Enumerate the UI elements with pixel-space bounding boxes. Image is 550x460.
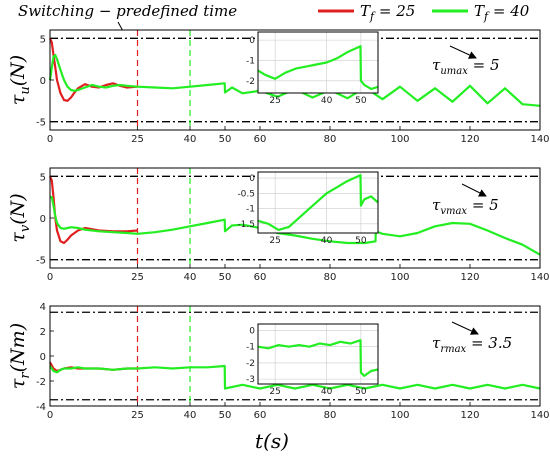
- x-tick-label: 80: [324, 272, 337, 283]
- inset-border: [257, 171, 379, 234]
- y-tick-label: 4: [40, 302, 46, 313]
- x-tick-label: 40: [184, 272, 197, 283]
- y-axis-label: τv(N): [7, 193, 33, 242]
- x-tick-label: 140: [530, 134, 549, 145]
- series-line-tf40: [49, 364, 541, 390]
- inset-x-tick-label: 40: [321, 387, 333, 397]
- y-tick-label: 0: [40, 76, 46, 87]
- limit-annotation: τumax = 5: [432, 56, 500, 77]
- y-axis-label: τr(Nm): [7, 323, 33, 389]
- series-line-tf40: [50, 196, 541, 256]
- inset-border: [257, 31, 379, 94]
- x-tick-label: 100: [390, 410, 409, 421]
- inset-y-tick-label: -1.5: [237, 220, 255, 230]
- x-tick-label: 0: [47, 272, 53, 283]
- x-tick-label: 100: [390, 134, 409, 145]
- inset-plot: 25 40 50 0 -1 -2 -3: [246, 323, 379, 397]
- limit-annotation-arrow: [451, 321, 479, 335]
- x-tick-label: 25: [131, 134, 144, 145]
- series-line-tf25: [48, 37, 138, 102]
- limit-annotation-arrow: [461, 183, 487, 197]
- inset-plot: 25 40 50 0 -1 -2: [246, 31, 379, 106]
- x-tick-label: 40: [184, 134, 197, 145]
- limit-annotation: τvmax = 5: [432, 196, 499, 217]
- x-tick-label: 140: [530, 272, 549, 283]
- x-tick-label: 120: [460, 134, 479, 145]
- y-tick-label: 5: [40, 172, 46, 183]
- x-tick-label: 25: [131, 410, 144, 421]
- top-annotation: Switching − predefined time: [18, 2, 237, 20]
- y-tick-label: 0: [40, 214, 46, 225]
- inset-y-tick-label: -2: [246, 359, 255, 369]
- inset-y-tick-label: -1: [246, 343, 255, 353]
- inset-x-tick-label: 50: [355, 96, 367, 106]
- y-tick-label: -4: [36, 402, 46, 413]
- x-tick-label: 100: [390, 272, 409, 283]
- x-tick-label: 60: [254, 272, 267, 283]
- inset-x-tick-label: 50: [355, 387, 367, 397]
- panel-3: 0 25 40 50 60 80 100 120 140 4 2 0 -2 -4 τr(Nm) τrmax =…: [7, 302, 550, 421]
- x-tick-label: 50: [219, 410, 232, 421]
- limit-annotation: τrmax = 3.5: [432, 334, 512, 355]
- inset-y-tick-label: 0: [249, 36, 255, 46]
- y-tick-label: -2: [36, 377, 46, 388]
- x-tick-label: 0: [47, 134, 53, 145]
- y-tick-label: 0: [40, 352, 46, 363]
- inset-plot: 25 40 50 0 -0.5 -1 -1.5: [237, 171, 379, 246]
- y-tick-label: 2: [40, 327, 46, 338]
- inset-series-line: [257, 339, 379, 377]
- x-tick-label: 60: [254, 410, 267, 421]
- inset-x-tick-label: 50: [355, 236, 367, 246]
- inset-y-tick-label: -3: [246, 375, 255, 385]
- x-tick-label: 50: [219, 272, 232, 283]
- inset-border: [257, 323, 379, 385]
- inset-y-tick-label: 0: [249, 174, 255, 184]
- inset-y-tick-label: 0: [249, 326, 255, 336]
- x-tick-label: 80: [324, 410, 337, 421]
- x-tick-label: 25: [131, 272, 144, 283]
- legend-label-tf25: Tf = 25: [360, 2, 415, 23]
- legend-label-tf40: Tf = 40: [474, 2, 530, 23]
- x-axis-label: t(s): [255, 429, 289, 453]
- x-tick-label: 140: [530, 410, 549, 421]
- x-tick-label: 50: [219, 134, 232, 145]
- limit-annotation-arrow: [449, 45, 477, 59]
- inset-series-line: [257, 174, 379, 231]
- y-tick-label: -5: [36, 256, 46, 267]
- inset-y-tick-label: -0.5: [237, 189, 255, 199]
- x-tick-label: 0: [47, 410, 53, 421]
- x-tick-label: 40: [184, 410, 197, 421]
- inset-series-line: [257, 45, 379, 91]
- inset-x-tick-label: 25: [269, 387, 280, 397]
- legend: Tf = 25 Tf = 40: [318, 2, 530, 23]
- inset-x-tick-label: 40: [321, 236, 333, 246]
- series-line-tf40: [48, 53, 541, 107]
- inset-y-tick-label: -1: [246, 205, 255, 215]
- inset-x-tick-label: 25: [269, 236, 280, 246]
- x-tick-label: 120: [460, 272, 479, 283]
- x-tick-label: 120: [460, 410, 479, 421]
- x-tick-label: 60: [254, 134, 267, 145]
- y-tick-label: 5: [40, 34, 46, 45]
- y-tick-label: -5: [36, 118, 46, 129]
- y-axis-label: τu(N): [7, 55, 33, 105]
- inset-y-tick-label: -1: [246, 56, 255, 66]
- inset-y-tick-label: -2: [246, 77, 255, 87]
- x-tick-label: 80: [324, 134, 337, 145]
- inset-x-tick-label: 40: [321, 96, 333, 106]
- inset-x-tick-label: 25: [269, 96, 280, 106]
